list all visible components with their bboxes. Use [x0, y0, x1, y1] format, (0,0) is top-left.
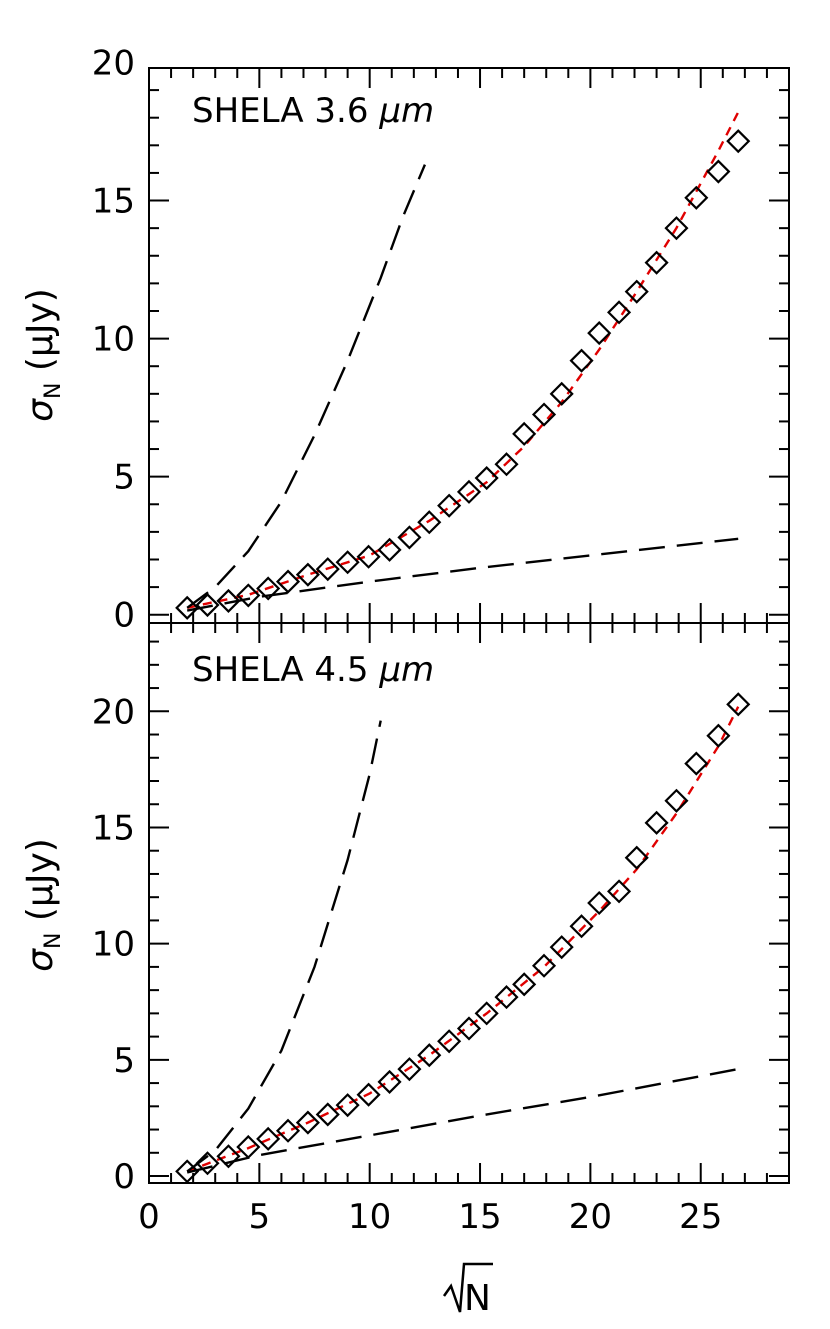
data-point-diamond	[295, 562, 320, 587]
panel-bottom-title: SHELA 4.5 μm	[192, 650, 434, 690]
x-axis-label: N	[442, 1262, 493, 1319]
panel-bottom-ylabel: σN (μJy)	[20, 838, 66, 972]
data-point-diamond	[456, 1016, 482, 1041]
data-point-diamond	[315, 557, 340, 582]
reference-line-lower	[186, 537, 739, 612]
data-point-diamond	[531, 402, 557, 427]
fit-line-red	[186, 706, 740, 1173]
panel-top-ylabel: σN (μJy)	[20, 288, 66, 422]
data-point-diamond	[216, 588, 241, 613]
data-point-diamond	[275, 569, 301, 594]
data-point-diamond	[684, 751, 709, 776]
x-tick-label: 20	[569, 1197, 612, 1237]
panel-top-ticks: 0 5 10 15 20	[92, 43, 790, 636]
y-tick-label: 10	[92, 925, 135, 965]
data-point-diamond	[494, 985, 519, 1010]
y-tick-label: 20	[92, 43, 135, 83]
data-point-diamond	[531, 953, 557, 978]
y-tick-label: 15	[92, 182, 135, 222]
panel-bottom-ticks: 0 5 10 15 20 0 5 10 15 20 25	[92, 623, 790, 1237]
sqrt-symbol	[442, 1262, 493, 1313]
data-point-diamond	[335, 1093, 360, 1118]
data-point-diamond	[549, 381, 574, 406]
data-point-diamond	[456, 479, 482, 504]
data-point-diamond	[587, 890, 612, 916]
data-point-diamond	[664, 788, 689, 813]
data-point-diamond	[195, 592, 220, 618]
data-point-diamond	[175, 1159, 200, 1184]
x-tick-label: 25	[679, 1197, 722, 1237]
data-point-diamond	[216, 1144, 241, 1169]
data-point-diamond	[356, 544, 381, 569]
data-point-diamond	[607, 879, 632, 904]
data-point-diamond	[377, 1069, 402, 1094]
data-point-diamond	[726, 692, 751, 717]
data-point-diamond	[236, 583, 261, 608]
data-point-diamond	[275, 1118, 301, 1143]
data-point-diamond	[356, 1082, 381, 1107]
y-tick-label: 0	[113, 596, 135, 636]
data-point-diamond	[256, 576, 281, 601]
data-point-diamond	[726, 129, 751, 154]
reference-line-upper	[186, 720, 382, 1173]
panel-top-lines	[186, 111, 740, 612]
y-tick-label: 15	[92, 808, 135, 848]
panel-bottom-frame	[148, 622, 790, 1184]
data-point-diamond	[437, 493, 462, 518]
data-point-diamond	[684, 185, 709, 210]
data-point-diamond	[195, 1151, 220, 1176]
y-tick-label: 10	[92, 320, 135, 360]
data-point-diamond	[437, 1029, 462, 1054]
panel-top-title: SHELA 3.6 μm	[192, 91, 434, 131]
y-tick-label: 20	[92, 692, 135, 732]
data-point-diamond	[397, 1057, 422, 1082]
data-point-diamond	[417, 1043, 442, 1068]
y-tick-label: 5	[113, 458, 135, 498]
data-point-diamond	[664, 216, 689, 241]
x-tick-label: 15	[458, 1197, 501, 1237]
data-point-diamond	[644, 250, 669, 275]
data-point-diamond	[494, 452, 519, 477]
data-point-diamond	[569, 348, 594, 373]
y-tick-label: 0	[113, 1157, 135, 1197]
data-point-diamond	[295, 1110, 320, 1135]
data-point-diamond	[644, 810, 669, 835]
data-point-diamond	[569, 914, 594, 939]
x-axis-label-text: N	[464, 1278, 491, 1319]
data-point-diamond	[587, 321, 612, 346]
x-tick-label: 5	[249, 1197, 271, 1237]
svg-text:σN (μJy): σN (μJy)	[20, 288, 66, 422]
panel-top: 0 5 10 15 20 SHELA 3.6 μm σN (μJy)	[20, 43, 790, 636]
svg-text:σN (μJy): σN (μJy)	[20, 838, 66, 972]
data-point-diamond	[474, 1001, 499, 1026]
data-point-diamond	[706, 159, 731, 184]
data-point-diamond	[624, 279, 649, 304]
data-point-diamond	[335, 550, 360, 575]
data-point-diamond	[474, 465, 499, 491]
panel-bottom-markers	[175, 692, 751, 1184]
data-point-diamond	[549, 935, 574, 960]
data-point-diamond	[706, 723, 731, 748]
data-point-diamond	[377, 537, 402, 562]
x-tick-label: 10	[348, 1197, 391, 1237]
data-point-diamond	[256, 1126, 281, 1151]
panel-bottom: 0 5 10 15 20 0 5 10 15 20 25 SHELA 4.5 μm σN (μJy)	[20, 622, 790, 1237]
reference-line-upper	[186, 164, 427, 609]
data-point-diamond	[512, 972, 537, 997]
x-tick-label: 0	[138, 1197, 160, 1237]
data-point-diamond	[397, 525, 422, 550]
data-point-diamond	[236, 1134, 261, 1160]
data-point-diamond	[315, 1102, 340, 1127]
data-point-diamond	[417, 510, 442, 535]
fit-line-red	[186, 111, 740, 609]
panel-top-markers	[175, 129, 751, 620]
data-point-diamond	[624, 845, 649, 870]
data-point-diamond	[512, 421, 537, 446]
y-tick-label: 5	[113, 1041, 135, 1081]
data-point-diamond	[607, 300, 632, 325]
data-point-diamond	[175, 595, 200, 620]
